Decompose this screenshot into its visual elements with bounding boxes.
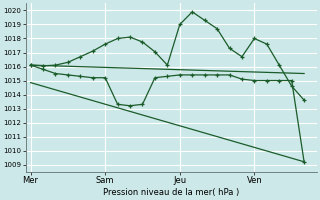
X-axis label: Pression niveau de la mer( hPa ): Pression niveau de la mer( hPa ) xyxy=(103,188,239,197)
